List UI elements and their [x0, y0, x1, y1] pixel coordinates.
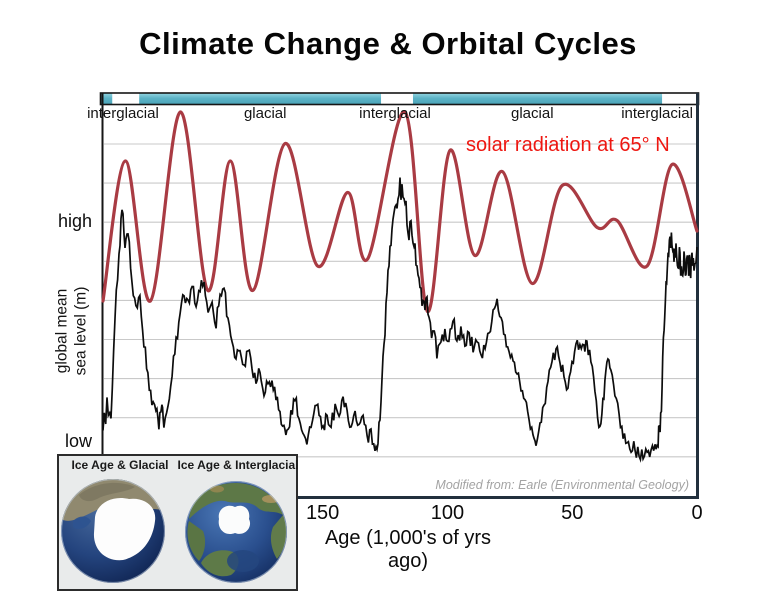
- y-axis-title: global mean sea level (m): [53, 287, 92, 376]
- inset-label-interglacial: Ice Age & Interglacial: [177, 458, 299, 472]
- y-high-label: high: [57, 211, 92, 231]
- x-axis-title: Age (1,000's of yrs ago): [324, 527, 492, 572]
- y-axis-title-line2: sea level (m): [73, 286, 90, 376]
- page-title: Climate Change & Orbital Cycles: [139, 26, 637, 61]
- ice-age-inset-panel: Ice Age & Glacial Ice Age & Interglacial: [57, 454, 298, 591]
- glacial-earth-globe: [61, 479, 165, 583]
- attribution: Modified from: Earle (Environmental Geol…: [435, 478, 689, 492]
- inset-label-glacial: Ice Age & Glacial: [71, 458, 169, 472]
- y-low-label: low: [64, 431, 92, 451]
- solar-radiation-label: solar radiation at 65° N: [466, 134, 670, 156]
- globe-images: [61, 479, 287, 583]
- interglacial-earth-globe: [185, 481, 287, 583]
- y-axis-title-line1: global mean: [53, 288, 71, 374]
